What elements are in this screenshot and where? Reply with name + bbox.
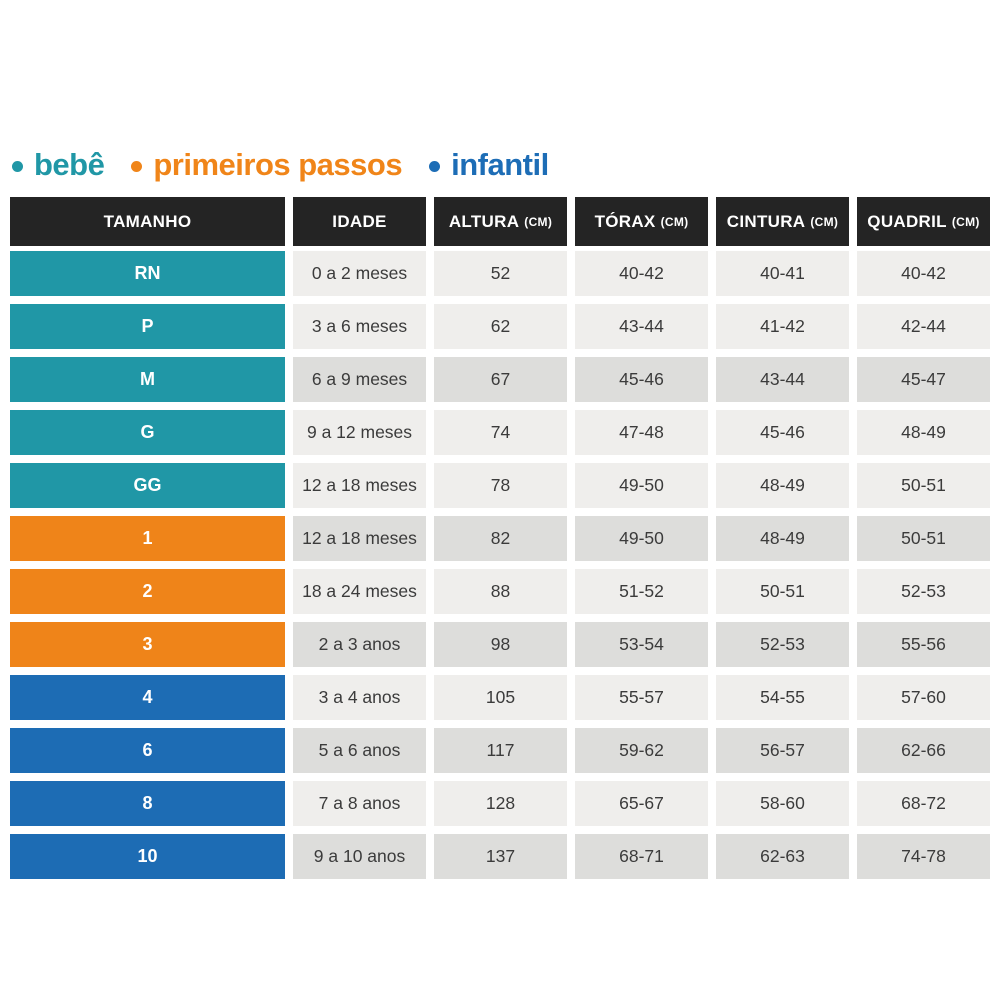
size-cell: RN (10, 251, 285, 296)
size-table-header: TAMANHO IDADE ALTURA (CM) TÓRAX (CM) CIN… (10, 197, 990, 246)
cintura-cell: 52-53 (716, 622, 849, 667)
idade-cell: 12 a 18 meses (293, 516, 426, 561)
size-cell: 10 (10, 834, 285, 879)
cintura-cell: 58-60 (716, 781, 849, 826)
torax-cell: 43-44 (575, 304, 708, 349)
quadril-cell: 42-44 (857, 304, 990, 349)
altura-cell: 137 (434, 834, 567, 879)
quadril-cell: 62-66 (857, 728, 990, 773)
torax-cell: 49-50 (575, 463, 708, 508)
torax-cell: 47-48 (575, 410, 708, 455)
quadril-cell: 50-51 (857, 463, 990, 508)
size-cell: M (10, 357, 285, 402)
cintura-cell: 56-57 (716, 728, 849, 773)
idade-cell: 3 a 6 meses (293, 304, 426, 349)
cintura-cell: 45-46 (716, 410, 849, 455)
size-cell: 8 (10, 781, 285, 826)
column-header-cintura: CINTURA (CM) (716, 197, 849, 246)
column-header-quadril: QUADRIL (CM) (857, 197, 990, 246)
idade-cell: 9 a 10 anos (293, 834, 426, 879)
idade-cell: 12 a 18 meses (293, 463, 426, 508)
altura-cell: 52 (434, 251, 567, 296)
column-header-altura: ALTURA (CM) (434, 197, 567, 246)
quadril-cell: 68-72 (857, 781, 990, 826)
altura-cell: 88 (434, 569, 567, 614)
bullet-icon (429, 161, 441, 172)
idade-cell: 0 a 2 meses (293, 251, 426, 296)
category-legend: bebê primeiros passos infantil (12, 146, 990, 183)
size-cell: 6 (10, 728, 285, 773)
torax-cell: 59-62 (575, 728, 708, 773)
size-cell: 4 (10, 675, 285, 720)
size-cell: 1 (10, 516, 285, 561)
idade-cell: 7 a 8 anos (293, 781, 426, 826)
bullet-icon (12, 161, 23, 172)
altura-cell: 117 (434, 728, 567, 773)
column-header-idade: IDADE (293, 197, 426, 246)
quadril-cell: 50-51 (857, 516, 990, 561)
idade-cell: 9 a 12 meses (293, 410, 426, 455)
size-chart-content: bebê primeiros passos infantil TAMANHO I… (10, 146, 990, 879)
size-cell: 2 (10, 569, 285, 614)
cintura-cell: 48-49 (716, 516, 849, 561)
size-cell: P (10, 304, 285, 349)
quadril-cell: 48-49 (857, 410, 990, 455)
idade-cell: 2 a 3 anos (293, 622, 426, 667)
cintura-cell: 41-42 (716, 304, 849, 349)
legend-item-primeiros-passos: primeiros passos (131, 146, 403, 183)
altura-cell: 105 (434, 675, 567, 720)
legend-item-infantil: infantil (429, 147, 549, 183)
cintura-cell: 50-51 (716, 569, 849, 614)
torax-cell: 65-67 (575, 781, 708, 826)
cintura-cell: 48-49 (716, 463, 849, 508)
size-cell: 3 (10, 622, 285, 667)
idade-cell: 18 a 24 meses (293, 569, 426, 614)
legend-label: infantil (451, 146, 549, 182)
idade-cell: 6 a 9 meses (293, 357, 426, 402)
size-cell: GG (10, 463, 285, 508)
altura-cell: 67 (434, 357, 567, 402)
bullet-icon (131, 161, 143, 172)
torax-cell: 49-50 (575, 516, 708, 561)
quadril-cell: 57-60 (857, 675, 990, 720)
cintura-cell: 54-55 (716, 675, 849, 720)
idade-cell: 3 a 4 anos (293, 675, 426, 720)
torax-cell: 55-57 (575, 675, 708, 720)
altura-cell: 98 (434, 622, 567, 667)
quadril-cell: 55-56 (857, 622, 990, 667)
idade-cell: 5 a 6 anos (293, 728, 426, 773)
size-table-body: RN 0 a 2 meses 52 40-42 40-41 40-42 P 3 a 6 mes… (10, 251, 990, 879)
quadril-cell: 74-78 (857, 834, 990, 879)
quadril-cell: 40-42 (857, 251, 990, 296)
column-header-torax: TÓRAX (CM) (575, 197, 708, 246)
cintura-cell: 62-63 (716, 834, 849, 879)
size-cell: G (10, 410, 285, 455)
quadril-cell: 52-53 (857, 569, 990, 614)
torax-cell: 51-52 (575, 569, 708, 614)
altura-cell: 74 (434, 410, 567, 455)
legend-label: primeiros passos (153, 146, 403, 182)
altura-cell: 82 (434, 516, 567, 561)
torax-cell: 45-46 (575, 357, 708, 402)
cintura-cell: 40-41 (716, 251, 849, 296)
altura-cell: 128 (434, 781, 567, 826)
torax-cell: 53-54 (575, 622, 708, 667)
legend-item-bebe: bebê (12, 146, 105, 183)
quadril-cell: 45-47 (857, 357, 990, 402)
legend-label: bebê (34, 146, 105, 182)
torax-cell: 40-42 (575, 251, 708, 296)
cintura-cell: 43-44 (716, 357, 849, 402)
altura-cell: 62 (434, 304, 567, 349)
altura-cell: 78 (434, 463, 567, 508)
column-header-tamanho: TAMANHO (10, 197, 285, 246)
torax-cell: 68-71 (575, 834, 708, 879)
